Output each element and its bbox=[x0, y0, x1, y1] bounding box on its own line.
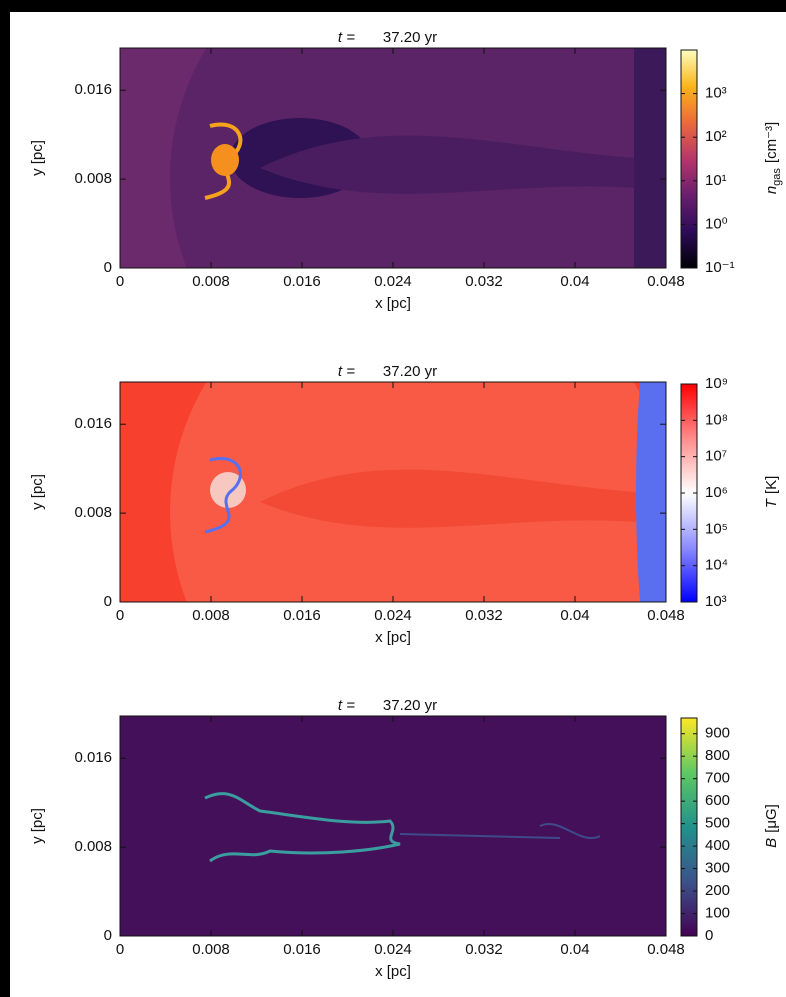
x-tick-label: 0 bbox=[116, 273, 124, 290]
colorbar-tick-label: 10⁷ bbox=[705, 448, 727, 465]
y-tick-label: 0.008 bbox=[74, 838, 112, 855]
colorbar-tick-label: 0 bbox=[705, 927, 713, 944]
x-tick-label: 0.048 bbox=[647, 941, 685, 958]
x-tick-label: 0.016 bbox=[283, 607, 321, 624]
colorbar-label: B [μG] bbox=[763, 804, 780, 848]
x-tick-label: 0.032 bbox=[465, 941, 503, 958]
title-time: 37.20 yr bbox=[383, 29, 437, 46]
field-edge bbox=[634, 48, 666, 268]
field-wake bbox=[260, 135, 636, 194]
x-axis-label: x [pc] bbox=[375, 629, 411, 646]
colorbar-label-symbol: n bbox=[763, 186, 780, 194]
x-tick-label: 0 bbox=[116, 941, 124, 958]
field-image bbox=[120, 716, 666, 936]
colorbar-tick-label: 10¹ bbox=[705, 172, 727, 189]
title-time: 37.20 yr bbox=[383, 697, 437, 714]
field-image bbox=[120, 382, 666, 602]
y-tick-label: 0.008 bbox=[74, 170, 112, 187]
colorbar-tick-label: 700 bbox=[705, 770, 730, 787]
field-image bbox=[120, 48, 666, 268]
title-label: t = bbox=[338, 697, 355, 714]
x-tick-label: 0.04 bbox=[560, 607, 589, 624]
y-tick-label: 0.016 bbox=[74, 749, 112, 766]
colorbar bbox=[680, 717, 698, 937]
colorbar-label: T [K] bbox=[763, 476, 780, 509]
colorbar-label: ngas [cm⁻³] bbox=[763, 122, 783, 194]
colorbar-tick-label: 200 bbox=[705, 882, 730, 899]
field-core bbox=[210, 472, 246, 508]
title-time: 37.20 yr bbox=[383, 363, 437, 380]
y-axis-label: y [pc] bbox=[29, 474, 46, 510]
field-wake bbox=[260, 469, 636, 528]
colorbar-tick-label: 10³ bbox=[705, 85, 727, 102]
title-label: t = bbox=[338, 29, 355, 46]
x-tick-label: 0.024 bbox=[374, 607, 412, 624]
colorbar-label-unit: [cm⁻³] bbox=[763, 122, 780, 163]
y-tick-label: 0 bbox=[104, 593, 112, 610]
x-tick-label: 0.048 bbox=[647, 607, 685, 624]
colorbar-tick-label: 10³ bbox=[705, 593, 727, 610]
x-tick-label: 0.008 bbox=[192, 607, 230, 624]
y-tick-label: 0.016 bbox=[74, 81, 112, 98]
x-tick-label: 0 bbox=[116, 607, 124, 624]
colorbar-label-unit: [μG] bbox=[763, 804, 780, 833]
x-tick-label: 0.032 bbox=[465, 273, 503, 290]
colorbar-tick-label: 500 bbox=[705, 815, 730, 832]
x-axis-label: x [pc] bbox=[375, 963, 411, 980]
x-tick-label: 0.008 bbox=[192, 273, 230, 290]
colorbar-tick-label: 800 bbox=[705, 747, 730, 764]
colorbar-label-subscript: gas bbox=[771, 168, 783, 186]
field-filament bbox=[204, 457, 242, 534]
colorbar-label-unit: [K] bbox=[763, 476, 780, 494]
x-tick-label: 0.016 bbox=[283, 941, 321, 958]
x-tick-label: 0.024 bbox=[374, 273, 412, 290]
y-tick-label: 0.008 bbox=[74, 504, 112, 521]
colorbar-tick-label: 10⁴ bbox=[705, 557, 728, 574]
colorbar-tick-label: 10⁻¹ bbox=[705, 259, 735, 276]
colorbar-tick-label: 10² bbox=[705, 128, 727, 145]
colorbar-label-symbol: T bbox=[763, 497, 780, 508]
x-axis-label: x [pc] bbox=[375, 295, 411, 312]
colorbar bbox=[680, 49, 698, 269]
colorbar-tick-label: 10⁵ bbox=[705, 520, 728, 537]
colorbar-tick-label: 10⁹ bbox=[705, 375, 728, 392]
colorbar-tick-label: 400 bbox=[705, 837, 730, 854]
colorbar-tick-label: 10⁶ bbox=[705, 484, 728, 501]
title-label: t = bbox=[338, 363, 355, 380]
colorbar-tick-label: 600 bbox=[705, 792, 730, 809]
y-tick-label: 0 bbox=[104, 927, 112, 944]
colorbar-label-symbol: B bbox=[763, 838, 780, 848]
colorbar-tick-label: 10⁰ bbox=[705, 215, 728, 232]
x-tick-label: 0.04 bbox=[560, 273, 589, 290]
colorbar-tick-label: 900 bbox=[705, 725, 730, 742]
field-core bbox=[211, 144, 239, 176]
field-filament bbox=[204, 792, 401, 863]
y-tick-label: 0.016 bbox=[74, 415, 112, 432]
x-tick-label: 0.032 bbox=[465, 607, 503, 624]
x-tick-label: 0.04 bbox=[560, 941, 589, 958]
colorbar-tick-label: 100 bbox=[705, 904, 730, 921]
colorbar-tick-label: 300 bbox=[705, 860, 730, 877]
colorbar-tick-label: 10⁸ bbox=[705, 411, 728, 428]
y-tick-label: 0 bbox=[104, 259, 112, 276]
x-tick-label: 0.008 bbox=[192, 941, 230, 958]
x-tick-label: 0.048 bbox=[647, 273, 685, 290]
y-axis-label: y [pc] bbox=[29, 808, 46, 844]
x-tick-label: 0.024 bbox=[374, 941, 412, 958]
y-axis-label: y [pc] bbox=[29, 140, 46, 176]
field-filament-faint bbox=[399, 823, 601, 839]
x-tick-label: 0.016 bbox=[283, 273, 321, 290]
field-edge bbox=[636, 382, 666, 602]
